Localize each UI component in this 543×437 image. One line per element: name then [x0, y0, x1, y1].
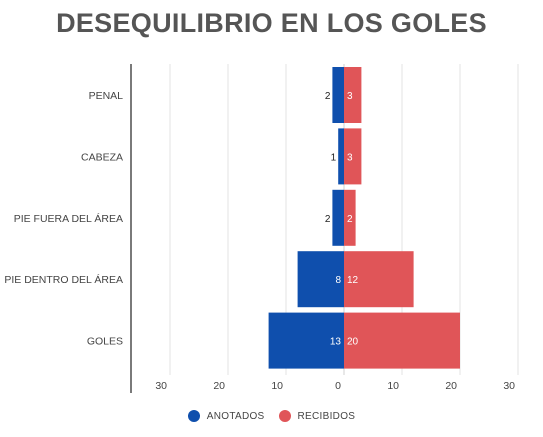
bar-anotados-1[interactable] [338, 128, 344, 185]
data-label-recibidos-2: 2 [347, 214, 353, 225]
legend-swatch-anotados [187, 410, 200, 422]
data-label-anotados-3: 8 [335, 275, 341, 286]
x-tick-label-2: 10 [271, 380, 283, 392]
bar-anotados-3[interactable] [297, 251, 344, 308]
category-label-1: CABEZA [81, 151, 123, 163]
x-tick-label-1: 20 [213, 380, 225, 392]
bar-recibidos-0[interactable] [344, 67, 362, 123]
x-tick-label-3: 0 [335, 380, 341, 392]
category-label-2: PIE FUERA DEL ÁREA [14, 212, 123, 225]
bar-recibidos-4[interactable] [344, 312, 460, 369]
bar-anotados-0[interactable] [332, 67, 344, 123]
category-label-3: PIE DENTRO DEL ÁREA [4, 273, 123, 286]
bar-recibidos-3[interactable] [344, 251, 414, 308]
bar-recibidos-1[interactable] [344, 128, 362, 185]
data-label-recibidos-1: 3 [347, 152, 353, 163]
x-tick-label-6: 30 [503, 380, 515, 392]
data-label-recibidos-0: 3 [347, 91, 353, 102]
data-label-anotados-0: 2 [325, 91, 331, 102]
legend-item-anotados[interactable]: ANOTADOS [187, 410, 265, 422]
legend-swatch-recibidos [278, 410, 291, 422]
bar-recibidos-2[interactable] [344, 189, 356, 246]
legend-item-recibidos[interactable]: RECIBIDOS [278, 410, 356, 422]
x-tick-label-4: 10 [387, 380, 399, 392]
category-label-4: GOLES [87, 336, 123, 348]
data-label-anotados-4: 13 [330, 337, 342, 348]
data-label-recibidos-4: 20 [347, 337, 359, 348]
data-label-recibidos-3: 12 [347, 275, 359, 286]
x-tick-label-5: 20 [445, 380, 457, 392]
data-label-anotados-1: 1 [331, 152, 337, 163]
bar-anotados-4[interactable] [268, 312, 344, 369]
legend-label-anotados: ANOTADOS [206, 410, 265, 422]
chart-title: DESEQUILIBRIO EN LOS GOLES [56, 8, 487, 38]
legend: ANOTADOS RECIBIDOS [0, 410, 543, 422]
category-label-0: PENAL [89, 90, 124, 102]
x-tick-label-0: 30 [155, 380, 167, 392]
data-label-anotados-2: 2 [325, 214, 331, 225]
bar-anotados-2[interactable] [332, 189, 344, 246]
legend-label-recibidos: RECIBIDOS [297, 410, 356, 422]
